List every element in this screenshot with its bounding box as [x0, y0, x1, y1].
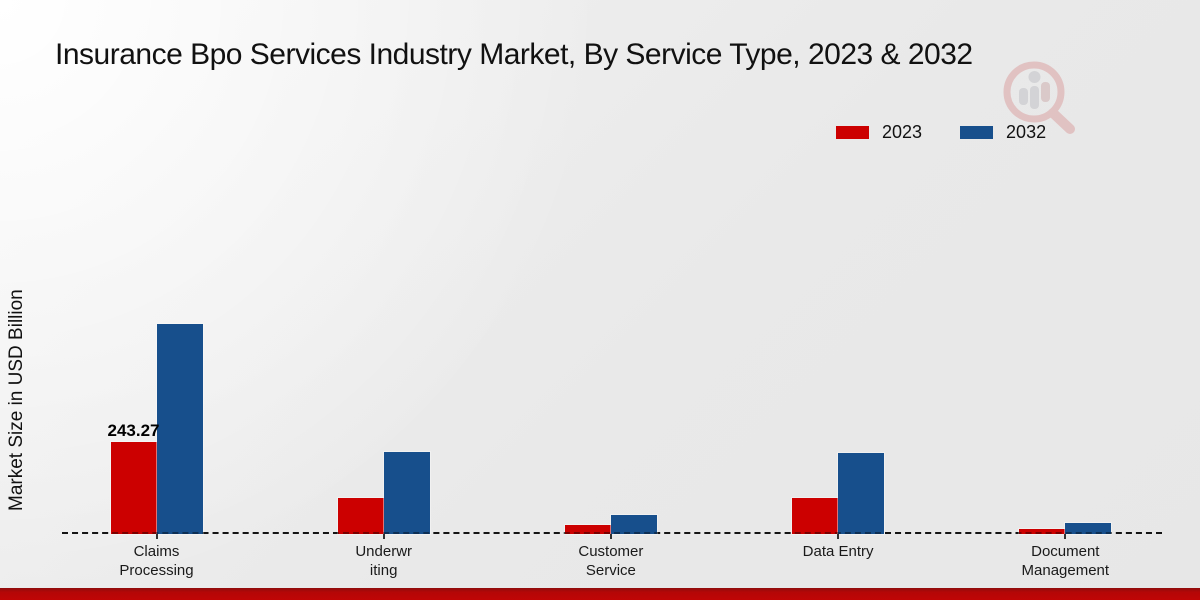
legend-label: 2032: [1006, 122, 1047, 142]
legend: 2023 2032: [836, 122, 1046, 143]
category-label-line: Processing: [119, 562, 194, 579]
category-label-line: Document: [1031, 543, 1100, 560]
category-label-line: Data Entry: [802, 543, 874, 560]
category-label-document-management: Document Management: [975, 542, 1155, 580]
category-label-underwriting: Underwr iting: [294, 542, 474, 580]
category-label-line: iting: [369, 562, 398, 579]
bar-2032-claims-processing: [156, 324, 203, 534]
bar-2032-document-management: [1065, 522, 1112, 534]
chart-title: Insurance Bpo Services Industry Market, …: [55, 38, 973, 71]
bar-value-label: 243.27: [107, 420, 160, 440]
legend-item-2032: 2032: [960, 122, 1046, 143]
magnifier-bar-chart-logo-icon: [992, 58, 1084, 141]
bar-2023-underwriting: [337, 497, 384, 534]
legend-swatch-2032: [960, 126, 994, 139]
x-axis-tick: [1064, 534, 1067, 539]
category-label-customer-service: Customer Service: [521, 542, 701, 580]
category-label-line: Service: [585, 562, 636, 579]
x-axis-tick: [155, 534, 158, 539]
category-label-line: Claims: [133, 543, 180, 560]
bar-2023-document-management: [1019, 529, 1066, 534]
category-label-line: Customer: [578, 543, 644, 560]
category-label-line: Management: [1021, 562, 1110, 579]
y-axis-label: Market Size in USD Billion: [6, 289, 27, 511]
bar-2023-claims-processing: [110, 441, 157, 534]
bar-2032-data-entry: [838, 452, 885, 534]
x-axis-tick: [382, 534, 385, 539]
legend-label: 2023: [882, 122, 923, 142]
bar-2023-customer-service: [564, 524, 611, 534]
category-label-claims-processing: Claims Processing: [67, 542, 247, 580]
legend-item-2023: 2023: [836, 122, 922, 143]
bar-2032-underwriting: [383, 452, 430, 534]
x-axis-dashed-line-overlay: [62, 532, 1162, 534]
footer-red-strip: [0, 588, 1200, 600]
category-label-data-entry: Data Entry: [748, 542, 928, 561]
legend-swatch-2023: [836, 126, 869, 139]
bar-2032-customer-service: [610, 514, 657, 534]
x-axis-tick: [837, 534, 840, 539]
bar-2023-data-entry: [792, 498, 839, 534]
x-axis-tick: [609, 534, 612, 539]
category-label-line: Underwr: [355, 543, 413, 560]
